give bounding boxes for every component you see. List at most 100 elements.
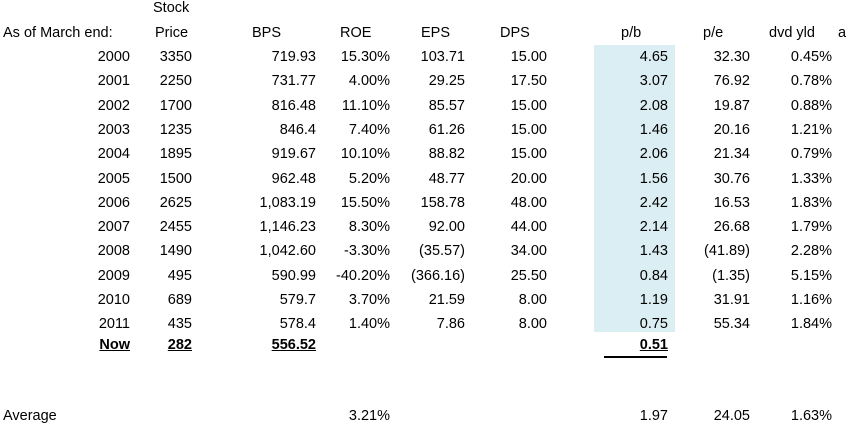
table-cell: 0.78% xyxy=(790,73,832,90)
table-cell: 2455 xyxy=(159,219,192,236)
table-cell: 15.00 xyxy=(510,49,547,65)
table-cell: 3.70% xyxy=(348,292,390,308)
table-cell: 495 xyxy=(167,267,192,284)
table-cell: 44.00 xyxy=(510,219,547,236)
header-cell: Stock xyxy=(153,0,190,16)
table-cell: 2.08 xyxy=(639,97,668,114)
table-cell: 15.00 xyxy=(510,146,547,163)
average-cell: 1.97 xyxy=(639,408,668,424)
table-cell: 1,083.19 xyxy=(259,194,316,211)
table-cell: 11.10% xyxy=(341,97,390,114)
header-cell: EPS xyxy=(421,25,451,41)
table-cell: 1.46 xyxy=(639,121,668,138)
table-cell: 2001 xyxy=(97,73,130,90)
average-cell: 1.63% xyxy=(790,408,832,424)
table-cell: 2011 xyxy=(98,316,130,333)
table-cell: 21.34 xyxy=(713,146,750,163)
table-cell: 55.34 xyxy=(713,316,750,333)
table-cell: 48.00 xyxy=(510,194,547,211)
table-cell: 689 xyxy=(167,292,192,308)
table-cell: 16.53 xyxy=(713,194,750,211)
table-cell: 1.33% xyxy=(790,170,832,187)
table-cell: 1895 xyxy=(159,146,192,163)
table-cell: 17.50 xyxy=(510,73,547,90)
table-cell: 5.20% xyxy=(348,170,390,187)
table-cell: 1700 xyxy=(159,97,192,114)
table-cell: (41.89) xyxy=(704,243,750,260)
table-cell: 1.19 xyxy=(639,292,668,308)
table-cell: 1.83% xyxy=(790,194,832,211)
table-cell: 1.79% xyxy=(790,219,832,236)
table-cell: 61.26 xyxy=(428,121,465,138)
highlight-column xyxy=(594,45,675,332)
header-cell: As of March end: xyxy=(3,25,113,41)
average-cell: 3.21% xyxy=(348,408,390,424)
table-cell: 15.00 xyxy=(510,121,547,138)
table-cell: 2625 xyxy=(159,194,192,211)
now-cell: 556.52 xyxy=(271,337,316,353)
table-cell: 26.68 xyxy=(713,219,750,236)
table-cell: 2250 xyxy=(159,73,192,90)
table-cell: 846.4 xyxy=(279,121,316,138)
header-cell: p/e xyxy=(703,25,724,41)
table-cell: 1.40% xyxy=(348,316,390,333)
table-cell: 15.00 xyxy=(510,97,547,114)
table-cell: 1500 xyxy=(159,170,192,187)
table-cell: 5.15% xyxy=(790,267,832,284)
table-cell: 7.40% xyxy=(348,121,390,138)
table-cell: 3350 xyxy=(159,49,192,65)
table-cell: 816.48 xyxy=(271,97,316,114)
table-cell: 1.56 xyxy=(639,170,668,187)
table-cell: 48.77 xyxy=(428,170,465,187)
table-cell: 1,042.60 xyxy=(259,243,316,260)
table-cell: 19.87 xyxy=(713,97,750,114)
now-cell: Now xyxy=(99,337,130,353)
table-cell: 8.00 xyxy=(518,316,547,333)
table-cell: 0.88% xyxy=(790,97,832,114)
table-cell: 32.30 xyxy=(713,49,750,65)
table-cell: 158.78 xyxy=(420,194,465,211)
table-cell: 919.67 xyxy=(271,146,316,163)
table-cell: 962.48 xyxy=(271,170,316,187)
table-cell: -40.20% xyxy=(335,267,390,284)
header-cell: BPS xyxy=(252,25,282,41)
table-cell: (35.57) xyxy=(419,243,465,260)
table-cell: 579.7 xyxy=(279,292,316,308)
table-cell: 2000 xyxy=(97,49,130,65)
table-cell: 8.30% xyxy=(348,219,390,236)
underline xyxy=(604,356,667,358)
table-cell: 2007 xyxy=(97,219,130,236)
header-cell: ROE xyxy=(340,25,372,41)
table-cell: 7.86 xyxy=(436,316,465,333)
table-cell: 2006 xyxy=(97,194,130,211)
table-cell: 435 xyxy=(167,316,192,333)
table-cell: 103.71 xyxy=(420,49,465,65)
table-cell: (1.35) xyxy=(712,267,750,284)
table-cell: 0.79% xyxy=(790,146,832,163)
table-cell: 15.30% xyxy=(340,49,390,65)
table-cell: 2.06 xyxy=(639,146,668,163)
table-cell: 4.65 xyxy=(639,49,668,65)
table-cell: (366.16) xyxy=(410,267,465,284)
table-cell: 20.16 xyxy=(713,121,750,138)
table-cell: 15.50% xyxy=(340,194,390,211)
header-cell: p/b xyxy=(621,25,642,41)
table-cell: 1490 xyxy=(159,243,192,260)
table-cell: 2009 xyxy=(97,267,130,284)
table-cell: 4.00% xyxy=(348,73,390,90)
table-cell: 2.42 xyxy=(639,194,668,211)
table-cell: 0.75 xyxy=(639,316,668,333)
now-cell: 282 xyxy=(167,337,192,353)
table-cell: 2003 xyxy=(97,121,130,138)
table-cell: 2004 xyxy=(97,146,130,163)
table-cell: 31.91 xyxy=(713,292,750,308)
table-cell: 2010 xyxy=(97,292,130,308)
table-cell: 590.99 xyxy=(271,267,316,284)
table-cell: 0.45% xyxy=(790,49,832,65)
average-label: Average xyxy=(3,408,57,424)
table-cell: 2.28% xyxy=(790,243,832,260)
table-cell: 1,146.23 xyxy=(259,219,316,236)
table-cell: 76.92 xyxy=(713,73,750,90)
table-cell: 30.76 xyxy=(713,170,750,187)
table-cell: 34.00 xyxy=(510,243,547,260)
